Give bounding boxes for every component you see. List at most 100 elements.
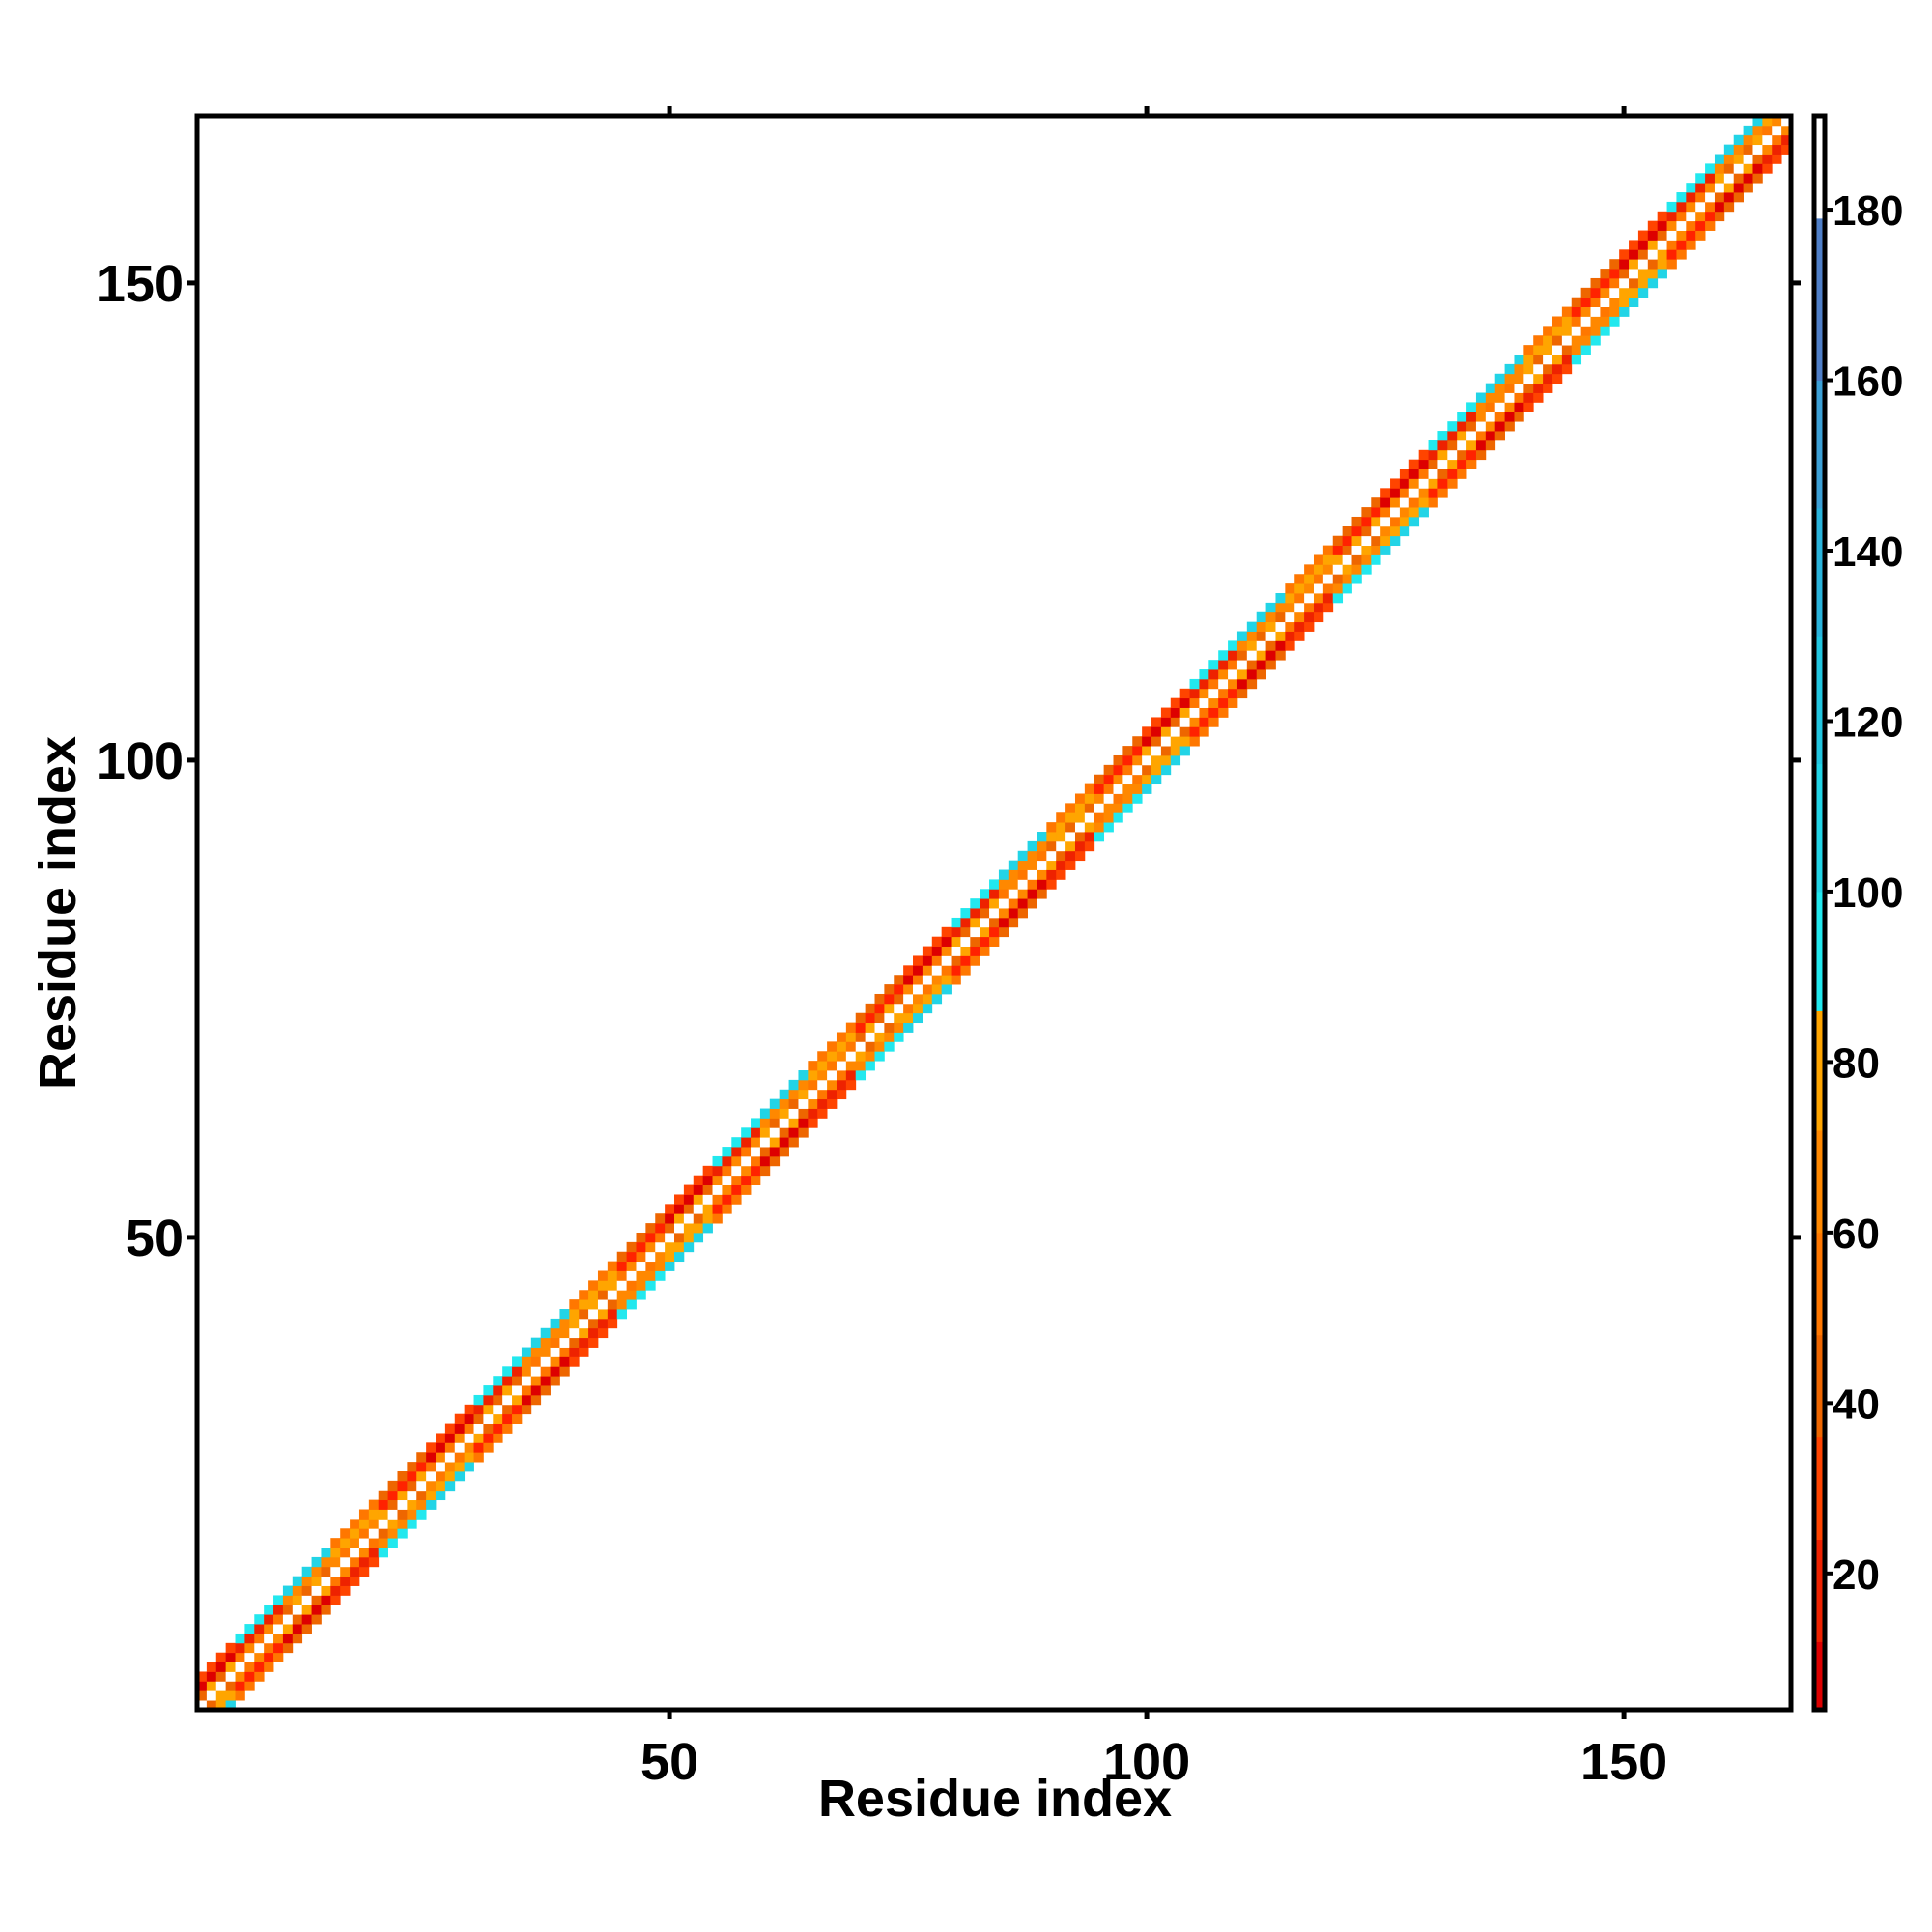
heatmap-cell	[1228, 640, 1238, 651]
heatmap-cell	[913, 1003, 923, 1014]
heatmap-cell	[1647, 220, 1659, 231]
heatmap-cell	[884, 1022, 895, 1033]
heatmap-cell	[1037, 889, 1047, 899]
x-tick-label: 100	[1103, 1733, 1190, 1791]
heatmap-cell	[387, 1528, 398, 1539]
heatmap-cell	[1313, 554, 1324, 565]
heatmap-cell	[1609, 269, 1620, 279]
heatmap-cell	[1647, 269, 1659, 279]
heatmap-cell	[817, 1051, 828, 1062]
heatmap-cell	[1199, 697, 1209, 708]
heatmap-cell	[1533, 335, 1544, 346]
heatmap-cell	[788, 1089, 799, 1100]
heatmap-cell	[751, 1127, 761, 1138]
heatmap-cell	[1142, 764, 1152, 776]
heatmap-cell	[579, 1347, 589, 1357]
heatmap-cell	[225, 1662, 236, 1672]
heatmap-cell	[1342, 583, 1352, 594]
heatmap-cell	[1285, 631, 1295, 641]
heatmap-cell	[1122, 774, 1133, 785]
heatmap-cell	[759, 1127, 771, 1138]
colorbar-tick-label: 40	[1833, 1380, 1880, 1428]
heatmap-cell	[1647, 277, 1659, 289]
heatmap-cell	[1113, 783, 1123, 794]
heatmap-cell	[1017, 860, 1028, 870]
heatmap-cell	[827, 1051, 838, 1062]
heatmap-cell	[358, 1528, 370, 1539]
heatmap-cell	[741, 1184, 752, 1195]
heatmap-cell	[683, 1194, 695, 1205]
heatmap-cell	[817, 1098, 828, 1109]
heatmap-cell	[1103, 793, 1114, 804]
heatmap-cell	[368, 1538, 380, 1548]
heatmap-cell	[665, 1204, 675, 1214]
heatmap-cell	[559, 1318, 570, 1329]
heatmap-cell	[368, 1499, 380, 1510]
heatmap-cell	[751, 1155, 761, 1167]
heatmap-cell	[1008, 908, 1019, 919]
heatmap-cell	[473, 1423, 484, 1434]
heatmap-cell	[1590, 287, 1601, 298]
heatmap-cell	[751, 1175, 761, 1185]
heatmap-cell	[607, 1290, 618, 1300]
heatmap-cell	[1514, 383, 1524, 393]
heatmap-cell	[1160, 726, 1172, 737]
heatmap-cell	[1074, 832, 1086, 842]
colorbar-band	[1814, 1539, 1825, 1642]
heatmap-cell	[368, 1556, 380, 1568]
heatmap-cell	[1781, 144, 1792, 155]
heatmap-cell	[894, 993, 904, 1005]
heatmap-cell	[741, 1175, 752, 1185]
heatmap-cell	[722, 1147, 732, 1157]
heatmap-cell	[1084, 783, 1095, 794]
heatmap-cell	[693, 1194, 704, 1205]
heatmap-cell	[1629, 297, 1639, 307]
heatmap-cell	[798, 1127, 809, 1138]
heatmap-cell	[1056, 840, 1066, 852]
heatmap-cell	[292, 1605, 303, 1615]
heatmap-cell	[884, 1032, 895, 1042]
heatmap-cell	[206, 1700, 217, 1711]
heatmap-cell	[254, 1642, 265, 1654]
heatmap-cell	[693, 1175, 704, 1185]
heatmap-cell	[1008, 860, 1019, 870]
heatmap-cell	[1457, 421, 1467, 432]
heatmap-cell	[1752, 125, 1763, 136]
heatmap-cell	[426, 1442, 437, 1453]
heatmap-cell	[235, 1681, 245, 1691]
heatmap-cell	[1772, 154, 1782, 164]
heatmap-cell	[1351, 526, 1362, 537]
heatmap-cell	[751, 1165, 761, 1177]
heatmap-cell	[1256, 650, 1266, 661]
heatmap-cell	[683, 1241, 695, 1253]
heatmap-cell	[464, 1452, 474, 1463]
heatmap-cell	[874, 1041, 885, 1052]
heatmap-cell	[1551, 326, 1563, 336]
heatmap-cell	[1103, 822, 1114, 833]
heatmap-cell	[941, 975, 952, 985]
heatmap-cell	[1619, 306, 1630, 317]
heatmap-cell	[358, 1556, 370, 1568]
heatmap-cell	[1380, 488, 1391, 498]
heatmap-cell	[1313, 593, 1324, 604]
heatmap-cell	[607, 1270, 618, 1281]
heatmap-cell	[1686, 192, 1696, 203]
heatmap-cell	[931, 984, 943, 995]
heatmap-cell	[1008, 869, 1019, 880]
heatmap-cell	[1361, 526, 1372, 537]
heatmap-cell	[436, 1462, 446, 1472]
heatmap-cell	[1695, 173, 1706, 184]
heatmap-cell	[358, 1538, 370, 1548]
heatmap-cell	[1418, 497, 1429, 508]
heatmap-cell	[330, 1566, 341, 1577]
heatmap-cell	[1199, 688, 1209, 699]
heatmap-cell	[665, 1241, 675, 1253]
heatmap-cell	[769, 1118, 781, 1128]
heatmap-cell	[1437, 431, 1448, 441]
heatmap-cell	[1151, 717, 1162, 727]
heatmap-cell	[1361, 564, 1372, 575]
heatmap-cell	[1695, 183, 1706, 193]
heatmap-cell	[244, 1633, 255, 1644]
heatmap-cell	[1228, 650, 1238, 661]
heatmap-cell	[1236, 640, 1248, 651]
